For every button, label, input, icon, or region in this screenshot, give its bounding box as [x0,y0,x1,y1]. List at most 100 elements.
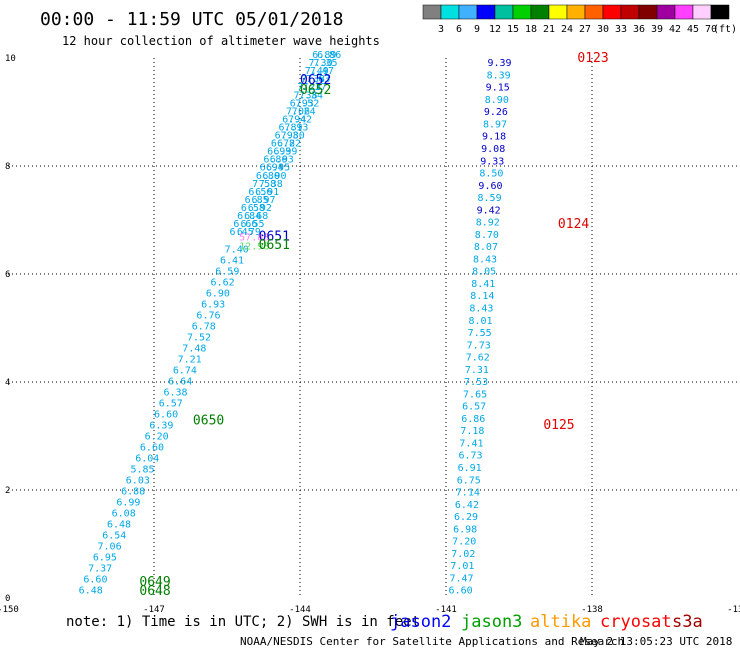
axis-tick-labels: -150 -147 -144 -141 -138 -135 0 2 4 6 8 10 [0,54,740,615]
swh-value-label: 7.24 [292,106,316,117]
swh-value-label: 6.86 [263,155,287,166]
swh-value-label: 6.64 [168,377,192,388]
pass-time-label: 0651 [259,230,290,245]
swh-value-label: 6.89 [312,50,336,61]
pass-time-label: 0652 [300,83,331,98]
swh-value-label: 7.20 [452,537,476,548]
colorbar-tick-label: 39 [651,24,663,35]
swh-value-label: 6.54 [102,531,126,542]
swh-value-label: 6.98 [275,131,299,142]
swh-value-label: 8.90 [485,95,509,106]
swh-value-label: 6.41 [220,255,244,266]
x-tick-label: -138 [581,605,603,615]
swh-value-label: 7.49 [305,66,329,77]
colorbar-unit-label: (ft) [713,24,737,35]
colorbar-tick-label: 6 [456,24,462,35]
swh-value-label: 6.90 [206,288,230,299]
swh-value-label: 6.94 [282,114,306,125]
swh-value-label: 6.76 [196,310,220,321]
pass-time-label: 0125 [543,418,574,433]
x-tick-label: -144 [289,605,311,615]
colorbar-swatch [674,4,694,20]
swh-value-label: 6.60 [154,410,178,421]
swh-value-label: 6.85 [245,195,269,206]
swh-value-label: 6.42 [455,500,479,511]
pass-time-label: 0652 [300,73,331,88]
swh-value-label: 7.21 [178,354,202,365]
swh-value-label: 7.48 [182,343,206,354]
swh-value-label: 8.41 [471,279,495,290]
chart-subtitle: 12 hour collection of altimeter wave hei… [62,34,380,48]
swh-value-label: 7.58 [252,179,276,190]
legend-entry-altika: altika [530,612,591,632]
swh-value-label: 12.98 [239,242,269,253]
x-tick-label: -150 [0,605,19,615]
y-tick-label: 4 [5,378,10,388]
swh-value-label: 6.92 [248,203,272,214]
swh-value-label: 7.14 [456,488,480,499]
swh-value-label: 9.60 [478,181,502,192]
swh-value-label: 7.55 [468,328,492,339]
swh-value-label: 6.29 [454,512,478,523]
swh-value-label: 6.95 [93,553,117,564]
swh-value-label: 6.86 [317,50,341,61]
colorbar-swatch [548,4,568,20]
swh-value-label: 7.37 [303,82,327,93]
color-scale-bar: 3 6 9 12 15 18 21 24 27 30 33 36 39 42 45 70 [422,4,730,35]
colorbar-swatch [710,4,730,20]
swh-value-label: 7.53 [464,377,488,388]
swh-value-label: 8.70 [475,230,499,241]
swh-value-label: 6.84 [237,211,261,222]
swh-value-label: 9.26 [484,107,508,118]
colorbar-tick-label: 3 [438,24,444,35]
colorbar-tick-label: 30 [597,24,609,35]
swh-value-label: 6.55 [241,219,265,230]
swh-value-label: 6.56 [248,187,272,198]
swh-value-label: 6.79 [237,227,261,238]
colorbar-tick-label: 45 [687,24,699,35]
swh-value-label: 8.14 [470,291,494,302]
colorbar-tick-label: 9 [474,24,480,35]
swh-value-label: 8.50 [479,169,503,180]
swh-value-label: 8.07 [474,242,498,253]
swh-value-label: 7.42 [288,114,312,125]
swh-value-label: 6.04 [135,454,159,465]
pass-time-label: 0124 [558,217,589,232]
swh-value-label: 7.02 [451,549,475,560]
colorbar-swatch [620,4,640,20]
swh-value-label: 7.13 [284,122,308,133]
swh-value-label: 6.89 [278,122,302,133]
colorbar-tick-label: 70 [705,24,717,35]
x-tick-label: -147 [143,605,165,615]
swh-value-label: 7.31 [465,365,489,376]
swh-value-label: 9.42 [477,205,501,216]
swh-value-label: 7.06 [98,542,122,553]
swh-value-label: 6.93 [267,147,291,158]
swh-value-label: 7.40 [225,244,249,255]
y-tick-label: 6 [5,270,10,280]
swh-value-label: 6.38 [163,388,187,399]
colorbar-swatch [422,4,442,20]
swh-value-label: 6.60 [140,443,164,454]
swh-value-label: 6.60 [83,575,107,586]
satellite-legend: jason2 jason3 altika cryosat s3a [390,612,703,632]
colorbar-tick-label: 24 [561,24,573,35]
swh-value-label: 6.74 [173,365,197,376]
swh-value-label: 9.39 [487,58,511,69]
swh-value-label: 7.47 [449,573,473,584]
swh-value-label: 6.39 [149,421,173,432]
swh-value-label: 6.60 [449,586,473,597]
swh-value-label: 6.48 [79,586,103,597]
swh-value-label: 7.63 [306,74,330,85]
y-tick-label: 10 [5,54,16,64]
swh-value-label: 6.62 [211,277,235,288]
colorbar-tick-label: 21 [543,24,555,35]
pass-time-label: 0123 [577,51,608,66]
swh-value-label: 9.33 [480,156,504,167]
swh-value-label: 6.80 [256,171,280,182]
swh-value-label: 7.37 [88,564,112,575]
colorbar-tick-label: 15 [507,24,519,35]
swh-value-label: 7.30 [309,58,333,69]
swh-value-label: 7.38 [293,90,317,101]
